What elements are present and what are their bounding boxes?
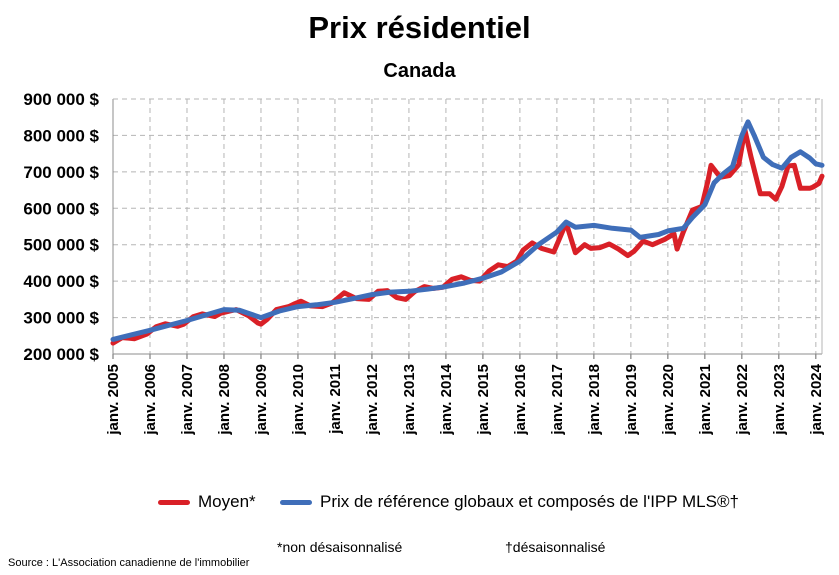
y-tick-label: 600 000 $ [23, 199, 99, 218]
chart-legend: Moyen* Prix de référence globaux et comp… [0, 492, 839, 518]
y-tick-label: 700 000 $ [23, 163, 99, 182]
footnote-non-desaisonnalise: *non désaisonnalisé [277, 539, 403, 555]
x-tick-label: janv. 2018 [586, 364, 603, 436]
x-tick-label: janv. 2013 [401, 364, 418, 436]
x-tick-label: janv. 2022 [734, 364, 751, 436]
x-tick-label: janv. 2024 [808, 363, 825, 435]
chart-title: Prix résidentiel [308, 10, 531, 45]
x-tick-label: janv. 2017 [549, 364, 566, 436]
x-tick-label: janv. 2011 [327, 364, 344, 435]
y-tick-label: 400 000 $ [23, 272, 99, 291]
x-tick-label: janv. 2005 [105, 364, 122, 436]
x-tick-label: janv. 2010 [290, 364, 307, 436]
line-chart: 200 000 $ 300 000 $ 400 000 $ 500 000 $ 600 … [23, 90, 825, 436]
x-tick-label: janv. 2019 [623, 364, 640, 436]
x-tick-label: janv. 2020 [660, 364, 677, 436]
source-note: Source : L'Association canadienne de l'i… [8, 557, 250, 569]
legend-label-moyen: Moyen* [198, 492, 256, 511]
x-tick-label: janv. 2008 [216, 364, 233, 436]
y-tick-label: 800 000 $ [23, 126, 99, 145]
y-tick-label: 200 000 $ [23, 345, 99, 364]
x-tick-label: janv. 2023 [771, 364, 788, 436]
legend-item-moyen: Moyen* [158, 492, 256, 512]
legend-label-ipp-mls: Prix de référence globaux et composés de… [320, 492, 739, 511]
chart-subtitle: Canada [383, 60, 456, 82]
y-tick-label: 900 000 $ [23, 90, 99, 109]
footnote-desaisonnalise: †désaisonnalisé [505, 539, 606, 555]
y-tick-label: 500 000 $ [23, 236, 99, 255]
x-tick-label: janv. 2014 [438, 363, 455, 435]
legend-item-ipp-mls: Prix de référence globaux et composés de… [280, 492, 739, 512]
x-tick-label: janv. 2012 [364, 364, 381, 436]
y-tick-label: 300 000 $ [23, 309, 99, 328]
x-tick-label: janv. 2009 [253, 364, 270, 436]
legend-swatch-ipp-mls [280, 499, 312, 505]
series-line-ipp-mls [110, 119, 825, 342]
x-tick-label: janv. 2016 [512, 364, 529, 436]
x-tick-label: janv. 2006 [142, 364, 159, 436]
x-tick-label: janv. 2007 [179, 364, 196, 436]
legend-swatch-moyen [158, 499, 190, 505]
x-tick-label: janv. 2021 [697, 364, 714, 436]
x-tick-label: janv. 2015 [475, 364, 492, 436]
